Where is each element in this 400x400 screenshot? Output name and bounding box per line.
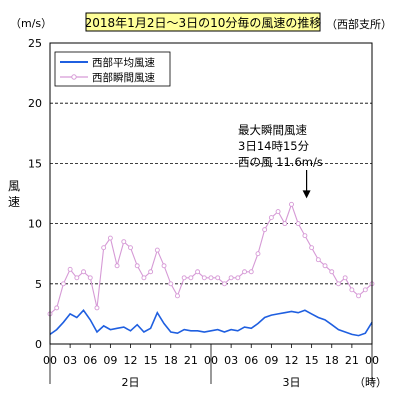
data-point	[195, 269, 201, 275]
annotation-text: 西の風 11.6m/s	[238, 155, 323, 169]
data-point	[248, 269, 254, 275]
x-tick-label: 09	[264, 354, 278, 367]
plot-frame	[49, 42, 373, 345]
x-unit-label: （時）	[354, 376, 387, 389]
data-point	[107, 235, 113, 241]
data-point	[262, 227, 268, 233]
data-point	[275, 209, 281, 215]
data-point	[356, 293, 362, 299]
series-line-gust	[49, 202, 373, 315]
x-tick-label: 15	[144, 354, 158, 367]
data-point	[154, 247, 160, 253]
data-point	[228, 275, 234, 281]
x-tick-label: 12	[285, 354, 299, 367]
x-tick-label: 21	[345, 354, 359, 367]
plot-series	[47, 201, 375, 337]
data-point	[268, 215, 274, 221]
x-tick-label: 09	[103, 354, 117, 367]
data-point	[87, 275, 93, 281]
data-point	[134, 263, 140, 269]
data-point	[289, 201, 294, 207]
chart-subtitle: （西部支所）	[326, 17, 392, 31]
y-tick-label: 5	[35, 278, 42, 291]
data-point	[242, 269, 247, 275]
data-point	[221, 281, 227, 287]
legend-label: 西部瞬間風速	[92, 71, 155, 84]
legend-box	[54, 51, 171, 87]
title-box	[85, 12, 321, 32]
annotation-text: 最大瞬間風速	[238, 123, 307, 137]
series-line-average	[49, 309, 373, 337]
y-tick-label: 20	[28, 97, 42, 110]
data-point	[101, 245, 107, 251]
x-tick-label: 18	[325, 354, 339, 367]
x-tick-label: 06	[244, 354, 258, 367]
chart-title: 2018年1月2日～3日の10分毎の風速の推移	[85, 15, 322, 30]
chart-title-group: 2018年1月2日～3日の10分毎の風速の推移 （西部支所）	[85, 12, 392, 32]
x-tick-label: 12	[124, 354, 138, 367]
day-label: 3日	[283, 376, 301, 389]
x-tick-label: 15	[305, 354, 319, 367]
data-point	[329, 269, 335, 275]
gridlines	[50, 102, 372, 285]
data-point	[349, 287, 355, 293]
data-point	[342, 275, 348, 281]
data-point	[336, 281, 341, 287]
data-point	[201, 275, 207, 281]
data-point	[282, 221, 288, 227]
data-point	[188, 275, 194, 281]
x-tick-label: 03	[63, 354, 77, 367]
data-point	[175, 293, 180, 299]
y-tick-label: 15	[28, 157, 42, 170]
data-point	[60, 281, 66, 287]
data-point	[161, 263, 167, 269]
data-point	[114, 263, 120, 269]
annotation-arrow-head	[302, 190, 311, 199]
data-point	[67, 266, 73, 272]
y-tick-label: 0	[35, 338, 42, 351]
data-point	[215, 275, 221, 281]
y-axis-title: 風速	[8, 179, 20, 209]
y-tick-label: 25	[28, 37, 42, 50]
data-point	[208, 275, 214, 281]
data-point	[235, 275, 241, 281]
data-point	[81, 269, 86, 275]
data-point	[121, 239, 127, 245]
legend-marker	[71, 74, 77, 80]
data-point	[362, 287, 368, 293]
data-point	[128, 245, 133, 251]
y-tick-label: 10	[28, 218, 42, 231]
x-tick-label: 03	[224, 354, 238, 367]
data-point	[315, 257, 321, 263]
data-point	[302, 233, 308, 239]
annotation-text: 3日14時15分	[238, 139, 310, 153]
data-point	[54, 305, 60, 311]
data-point	[181, 275, 187, 281]
y-ticks: 0 5 10 15 20 25	[28, 37, 42, 351]
x-tick-label: 06	[83, 354, 97, 367]
y-axis-title-char: 風	[8, 179, 20, 193]
day-label: 2日	[122, 376, 140, 389]
data-point	[295, 221, 301, 227]
data-point	[255, 251, 261, 257]
data-point	[94, 305, 100, 311]
data-point	[148, 269, 154, 275]
data-point	[74, 275, 80, 281]
legend-label: 西部平均風速	[92, 56, 155, 69]
data-point	[168, 281, 174, 287]
x-tick-label: 18	[164, 354, 178, 367]
data-point	[309, 245, 315, 251]
data-point	[141, 275, 147, 281]
y-axis-title-char: 速	[8, 195, 20, 209]
x-tick-label: 21	[184, 354, 198, 367]
data-point	[322, 263, 328, 269]
y-unit-label: （m/s）	[10, 17, 52, 30]
